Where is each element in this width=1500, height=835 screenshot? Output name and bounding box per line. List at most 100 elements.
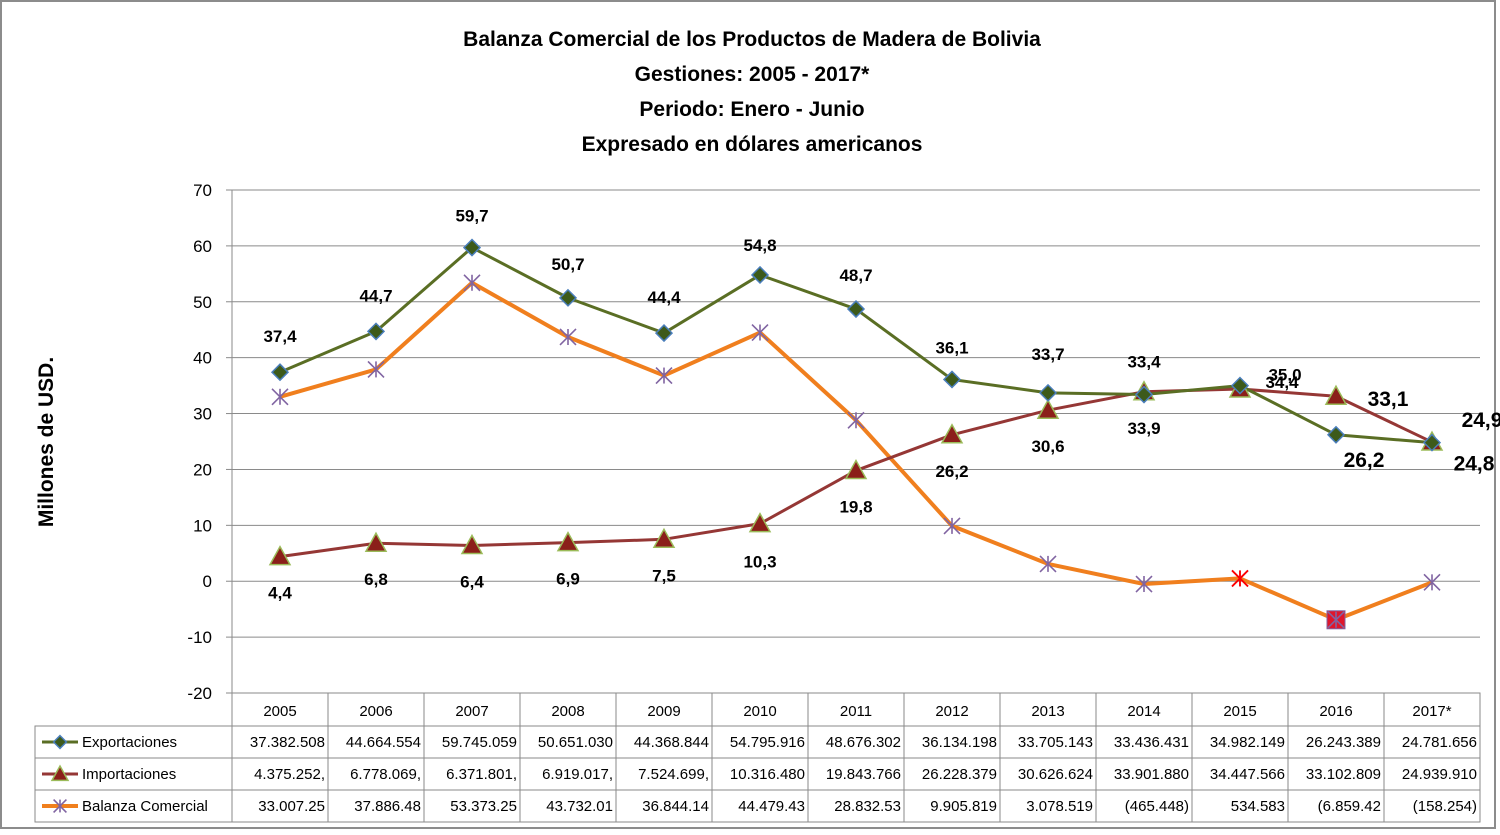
legend-label-1: Exportaciones <box>82 734 177 751</box>
data-label: 4,4 <box>268 584 292 603</box>
y-tick-label: 70 <box>193 181 212 200</box>
data-point <box>366 322 386 341</box>
table-cell: (465.448) <box>1125 798 1189 815</box>
legend-label-3: Balanza Comercial <box>82 798 208 815</box>
data-label: 24,8 <box>1454 453 1495 476</box>
table-cell: 6.778.069, <box>350 766 421 783</box>
y-axis-ticks: -20 -10 0 10 20 30 40 50 60 70 <box>187 181 212 703</box>
data-labels: 37,4 44,7 59,7 50,7 44,4 54,8 48,7 36,1 33,7 33,4… <box>263 207 1500 603</box>
table-cell: 26.228.379 <box>922 766 997 783</box>
chart-title: Balanza Comercial de los Productos de Ma… <box>463 28 1041 156</box>
data-point <box>556 531 580 552</box>
chart-title-line-3: Periodo: Enero - Junio <box>639 98 864 121</box>
table-cell: 10.316.480 <box>730 766 805 783</box>
data-point <box>943 517 961 535</box>
y-tick-label: 20 <box>193 460 212 479</box>
data-label: 34,4 <box>1265 373 1299 392</box>
legend-marker-2 <box>50 764 70 782</box>
data-point <box>1036 398 1060 419</box>
y-axis-label-group: Millones de USD. <box>35 357 58 527</box>
data-label: 7,5 <box>652 566 676 585</box>
data-label: 26,2 <box>1344 449 1385 472</box>
y-tick-label: 10 <box>193 516 212 535</box>
y-tick-label: 50 <box>193 293 212 312</box>
x-tick-label: 2009 <box>647 703 680 720</box>
data-point <box>652 527 676 549</box>
data-point <box>364 531 388 552</box>
table-cell: 33.007.25 <box>258 798 325 815</box>
x-tick-label: 2005 <box>263 703 296 720</box>
x-tick-label: 2011 <box>840 703 872 720</box>
x-tick-label: 2017* <box>1412 703 1451 720</box>
data-point <box>1422 433 1442 452</box>
legend-label-2: Importaciones <box>82 766 176 783</box>
legend-marker-1 <box>52 734 68 750</box>
y-tick-label: -20 <box>187 684 212 703</box>
chart-title-line-2: Gestiones: 2005 - 2017* <box>635 63 870 86</box>
chart-title-line-4: Expresado en dólares americanos <box>582 133 923 156</box>
data-label: 30,6 <box>1031 437 1064 456</box>
data-label: 59,7 <box>455 207 488 226</box>
data-point <box>942 370 962 389</box>
data-point-highlight <box>1231 569 1249 588</box>
table-cell: (158.254) <box>1413 798 1477 815</box>
data-label: 33,9 <box>1127 419 1160 438</box>
table-cell: 43.732.01 <box>546 798 613 815</box>
series-markers <box>268 238 1444 630</box>
x-tick-label: 2013 <box>1031 703 1064 720</box>
data-point <box>748 512 772 533</box>
data-point <box>1327 611 1345 629</box>
data-point <box>846 299 866 319</box>
data-point <box>460 533 484 555</box>
data-label: 44,7 <box>359 286 392 305</box>
x-tick-label: 2015 <box>1223 703 1256 720</box>
data-point <box>654 324 674 343</box>
table-cell: 26.243.389 <box>1306 734 1381 751</box>
data-point <box>751 323 769 342</box>
table-cell: 53.373.25 <box>450 798 517 815</box>
table-cell: 6.371.801, <box>446 766 517 783</box>
data-point <box>940 423 964 444</box>
data-point <box>558 288 578 307</box>
data-point <box>1038 383 1058 402</box>
legend-marker-3 <box>53 799 67 813</box>
table-cell: 6.919.017, <box>542 766 613 783</box>
data-point <box>1134 385 1154 404</box>
y-tick-label: 40 <box>193 349 212 368</box>
table-cell: (6.859.42 <box>1318 798 1381 815</box>
data-label: 33,7 <box>1031 345 1064 364</box>
table-cell: 44.368.844 <box>634 734 709 751</box>
table-cell: 44.479.43 <box>738 798 805 815</box>
x-tick-label: 2006 <box>359 703 392 720</box>
x-tick-label: 2014 <box>1127 703 1160 720</box>
data-point <box>1423 573 1441 591</box>
data-label: 36,1 <box>935 338 968 357</box>
table-cell: 3.078.519 <box>1026 798 1093 815</box>
data-point <box>844 459 868 480</box>
table-cell: 50.651.030 <box>538 734 613 751</box>
data-label: 10,3 <box>743 553 776 572</box>
y-axis-label: Millones de USD. <box>35 357 58 527</box>
data-label: 48,7 <box>839 266 872 285</box>
data-point <box>270 363 290 382</box>
table-cell: 34.982.149 <box>1210 734 1285 751</box>
data-label: 6,4 <box>460 572 484 591</box>
x-tick-label: 2010 <box>743 703 776 720</box>
table-cell: 9.905.819 <box>930 798 997 815</box>
data-label: 37,4 <box>263 327 297 346</box>
table-cell: 534.583 <box>1231 798 1285 815</box>
data-point <box>271 388 289 406</box>
x-tick-label: 2007 <box>455 703 488 720</box>
y-tick-label: 60 <box>193 237 212 256</box>
data-point <box>1135 575 1153 593</box>
data-label: 35,0 <box>1268 366 1301 385</box>
x-tick-label: 2012 <box>935 703 968 720</box>
table-cell: 48.676.302 <box>826 734 901 751</box>
data-point <box>750 265 770 285</box>
data-point <box>559 328 577 346</box>
table-cell: 37.886.48 <box>354 798 421 815</box>
data-point <box>655 366 673 385</box>
table-cell: 24.781.656 <box>1402 734 1477 751</box>
